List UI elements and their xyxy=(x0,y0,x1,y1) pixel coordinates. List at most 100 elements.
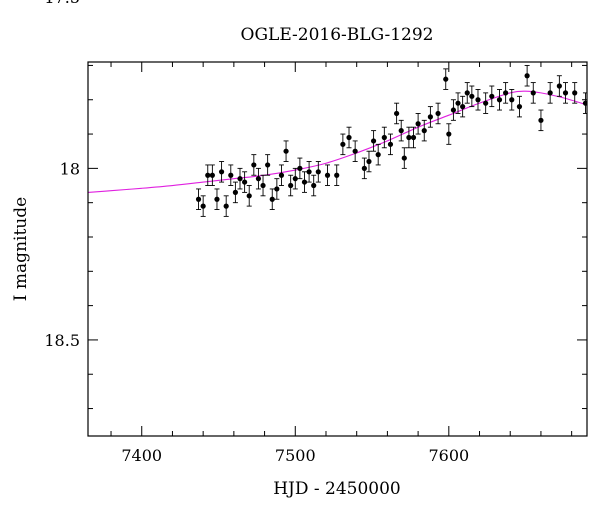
data-marker xyxy=(306,169,312,175)
data-point-55 xyxy=(475,88,481,111)
data-marker xyxy=(547,90,553,96)
data-marker xyxy=(401,155,407,161)
data-marker xyxy=(446,131,452,137)
data-point-48 xyxy=(443,68,449,90)
data-point-38 xyxy=(387,133,394,156)
data-marker xyxy=(346,134,352,141)
data-marker xyxy=(489,93,495,99)
data-marker xyxy=(496,97,503,103)
data-marker xyxy=(195,196,202,202)
x-tick-label: 7500 xyxy=(275,446,316,465)
data-point-49 xyxy=(446,123,452,145)
data-point-20 xyxy=(283,140,289,162)
data-marker xyxy=(274,186,280,192)
data-marker xyxy=(538,117,544,123)
data-point-46 xyxy=(427,106,433,128)
data-point-19 xyxy=(278,164,285,186)
data-point-18 xyxy=(274,178,280,200)
data-marker xyxy=(218,169,225,175)
data-marker xyxy=(214,196,220,202)
data-marker xyxy=(469,93,475,99)
data-marker xyxy=(398,128,404,134)
data-point-61 xyxy=(516,95,523,118)
data-point-39 xyxy=(394,102,400,125)
data-point-10 xyxy=(237,167,243,190)
data-marker xyxy=(297,165,303,171)
y-axis-label: I magnitude xyxy=(11,197,31,301)
data-marker xyxy=(387,141,394,147)
data-point-35 xyxy=(370,130,377,152)
data-point-52 xyxy=(460,95,466,118)
data-point-29 xyxy=(334,164,340,186)
data-marker xyxy=(292,176,298,182)
data-marker xyxy=(562,90,569,96)
y-tick-label: 17.5 xyxy=(44,0,80,7)
data-point-17 xyxy=(269,188,275,210)
data-point-51 xyxy=(455,92,461,114)
data-point-31 xyxy=(346,126,352,149)
data-point-56 xyxy=(483,92,489,114)
data-marker xyxy=(427,114,433,120)
data-point-21 xyxy=(288,174,294,197)
data-marker xyxy=(288,182,294,189)
data-marker xyxy=(509,97,515,103)
data-marker xyxy=(242,179,248,185)
data-point-59 xyxy=(503,82,509,104)
axis-ticks: 7400 7500 7600 17.5 18 18.5 xyxy=(44,0,587,465)
data-marker xyxy=(251,162,257,168)
data-marker xyxy=(375,152,381,158)
data-point-43 xyxy=(410,126,417,149)
data-marker xyxy=(301,179,308,185)
data-point-50 xyxy=(450,99,457,121)
data-marker xyxy=(324,172,331,178)
data-point-34 xyxy=(366,150,372,173)
data-point-7 xyxy=(223,195,229,217)
data-marker xyxy=(572,90,578,96)
plot-frame xyxy=(87,61,588,437)
data-point-8 xyxy=(228,164,234,186)
data-point-1 xyxy=(195,188,202,210)
data-marker xyxy=(246,193,252,199)
data-marker xyxy=(483,100,489,106)
data-point-30 xyxy=(340,133,346,156)
data-point-24 xyxy=(301,171,308,193)
data-marker xyxy=(464,90,470,96)
x-tick-label: 7600 xyxy=(428,446,469,465)
data-point-66 xyxy=(556,75,562,97)
data-marker xyxy=(260,182,266,189)
data-point-65 xyxy=(547,82,553,104)
data-point-36 xyxy=(375,143,381,166)
data-marker xyxy=(443,76,449,82)
data-marker xyxy=(352,148,358,154)
data-point-23 xyxy=(297,157,303,180)
data-point-28 xyxy=(324,164,331,186)
data-point-41 xyxy=(401,147,407,169)
data-marker xyxy=(205,172,211,178)
data-point-16 xyxy=(265,154,271,176)
data-point-6 xyxy=(218,161,225,183)
data-point-13 xyxy=(251,154,257,176)
data-marker xyxy=(556,83,562,89)
data-point-27 xyxy=(315,161,321,183)
data-marker xyxy=(237,176,243,182)
data-point-47 xyxy=(435,102,441,125)
data-marker xyxy=(460,104,466,110)
data-point-53 xyxy=(464,82,470,104)
data-point-25 xyxy=(306,161,312,183)
data-point-9 xyxy=(232,181,238,204)
data-point-22 xyxy=(292,167,298,190)
data-point-5 xyxy=(214,188,220,210)
data-marker xyxy=(582,100,587,106)
data-point-54 xyxy=(469,85,475,108)
data-point-32 xyxy=(352,140,358,162)
data-marker xyxy=(269,196,275,202)
data-point-69 xyxy=(582,92,587,114)
data-point-58 xyxy=(496,88,503,111)
data-marker xyxy=(381,134,387,141)
data-marker xyxy=(435,110,441,117)
data-point-11 xyxy=(242,171,248,193)
data-marker xyxy=(265,162,271,168)
data-point-12 xyxy=(246,185,252,207)
data-marker xyxy=(530,90,536,96)
